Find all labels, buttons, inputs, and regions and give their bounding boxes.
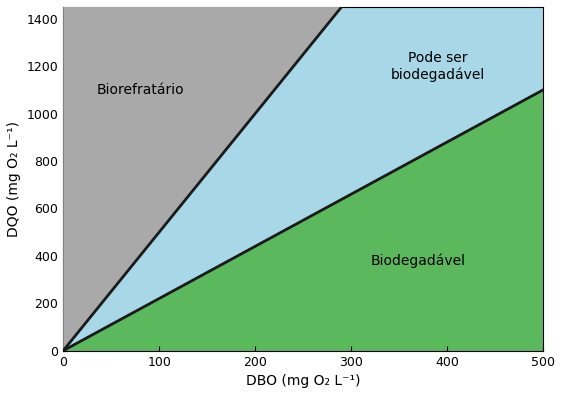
Text: Biorefratário: Biorefratário bbox=[96, 83, 184, 97]
Text: Pode ser
biodegadável: Pode ser biodegadável bbox=[391, 51, 484, 82]
Text: Biodegadável: Biodegadável bbox=[371, 253, 466, 268]
X-axis label: DBO (mg O₂ L⁻¹): DBO (mg O₂ L⁻¹) bbox=[246, 374, 360, 388]
Polygon shape bbox=[64, 7, 543, 351]
Polygon shape bbox=[64, 90, 543, 351]
Polygon shape bbox=[64, 7, 342, 351]
Y-axis label: DQO (mg O₂ L⁻¹): DQO (mg O₂ L⁻¹) bbox=[7, 121, 21, 237]
